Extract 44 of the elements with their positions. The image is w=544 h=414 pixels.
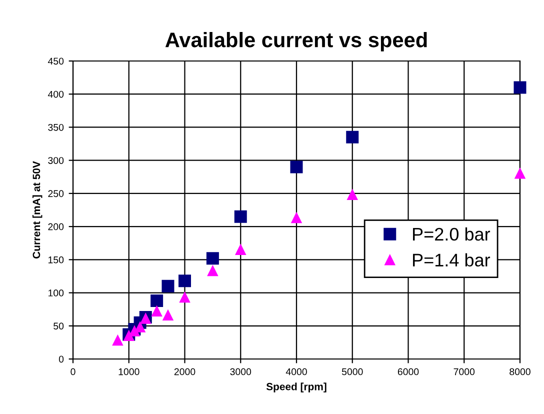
x-tick-label: 4000 bbox=[286, 368, 307, 376]
y-tick-label: 400 bbox=[48, 90, 64, 98]
legend-label: P=1.4 bar bbox=[413, 253, 490, 267]
point bbox=[180, 292, 190, 303]
y-tick-label: 250 bbox=[48, 190, 64, 198]
point bbox=[206, 252, 219, 265]
y-tick-label: 150 bbox=[48, 256, 64, 264]
x-tick-label: 0 bbox=[70, 368, 76, 376]
y-tick-label: 100 bbox=[48, 290, 64, 296]
point bbox=[291, 212, 302, 224]
point bbox=[290, 160, 303, 174]
point bbox=[235, 244, 246, 255]
y-axis-title: Current [mA] at 50V bbox=[32, 161, 42, 258]
chart-title: Available current vs speed bbox=[165, 32, 427, 52]
x-tick-label: 1000 bbox=[118, 368, 140, 376]
y-tick-label: 200 bbox=[48, 223, 64, 230]
point bbox=[134, 322, 146, 332]
point bbox=[152, 306, 162, 317]
point bbox=[207, 266, 218, 276]
point bbox=[129, 326, 140, 336]
point bbox=[150, 294, 164, 307]
x-tick-label: 7000 bbox=[454, 368, 475, 376]
point bbox=[514, 168, 526, 179]
y-tick-label: 0 bbox=[58, 356, 64, 363]
y-tick-label: 350 bbox=[48, 124, 64, 131]
x-tick-label: 3000 bbox=[230, 368, 252, 376]
point bbox=[162, 310, 174, 320]
x-tick-label: 8000 bbox=[510, 368, 530, 376]
point bbox=[124, 330, 134, 342]
y-tick-label: 300 bbox=[48, 157, 64, 164]
y-tick-label: 450 bbox=[48, 58, 64, 65]
point bbox=[178, 274, 191, 288]
x-tick-label: 2000 bbox=[174, 368, 196, 376]
legend-label: P=2.0 bar bbox=[413, 227, 490, 241]
x-tick-label: 5000 bbox=[342, 368, 363, 376]
point bbox=[346, 130, 359, 144]
point bbox=[514, 81, 526, 94]
y-tick-label: 50 bbox=[54, 322, 64, 330]
point bbox=[112, 335, 123, 346]
point bbox=[234, 210, 247, 223]
point bbox=[162, 280, 174, 292]
x-axis-title: Speed [rpm] bbox=[266, 382, 326, 392]
x-tick-label: 6000 bbox=[398, 368, 419, 376]
point bbox=[347, 190, 358, 200]
